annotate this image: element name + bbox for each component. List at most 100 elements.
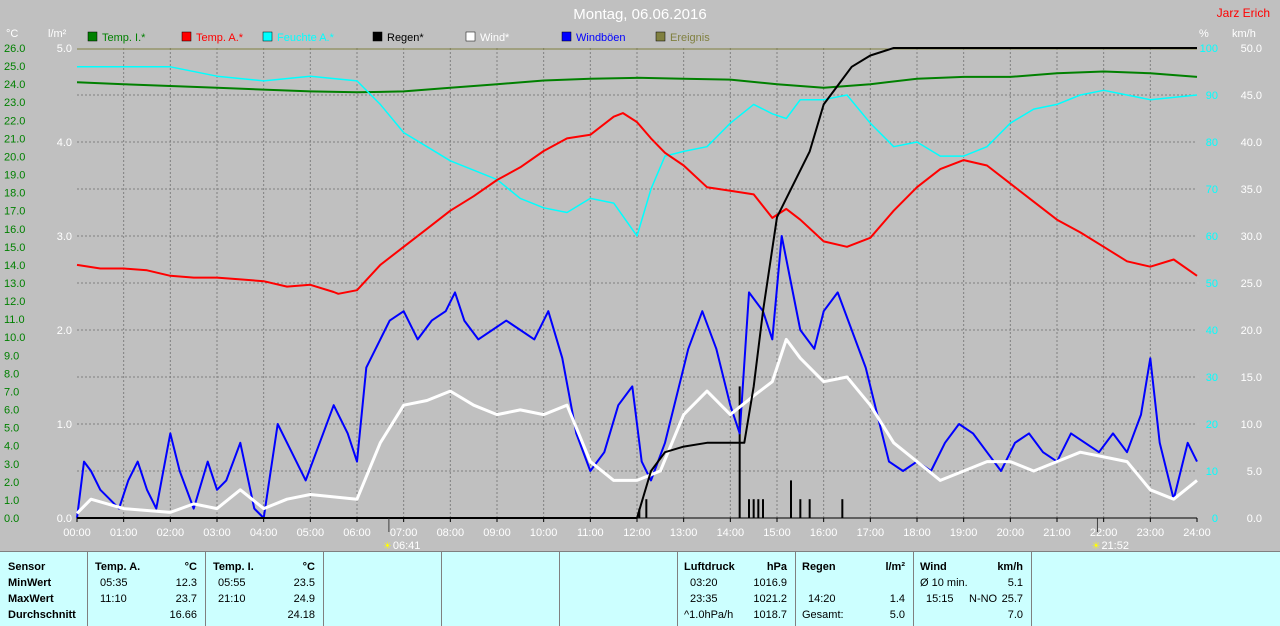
regen-max: 1.4 (889, 593, 905, 605)
humidity-tick-label: 50 (1206, 278, 1218, 290)
rain-tick-label: 5.0 (57, 43, 72, 55)
wind-unit: km/h (997, 561, 1023, 573)
temp-tick-label: 6.0 (4, 405, 19, 417)
rain-axis-unit: l/m² (48, 28, 67, 40)
temp-i-min-time: 05:55 (218, 577, 246, 589)
temp-tick-label: 8.0 (4, 368, 19, 380)
rain-bars (638, 386, 844, 518)
legend-swatch (561, 31, 572, 42)
temp-tick-label: 3.0 (4, 459, 19, 471)
series-line (76, 235, 1198, 519)
temp-tick-label: 18.0 (4, 188, 25, 200)
stats-regen: Regen l/m² 14:20 1.4 Gesamt: 5.0 (796, 552, 914, 626)
luftdruck-trend: ^1.0hPa/h (684, 609, 734, 621)
x-tick-label: 08:00 (437, 527, 465, 539)
temp-tick-label: 13.0 (4, 278, 25, 290)
stats-empty-1 (324, 552, 442, 626)
x-tick-label: 15:00 (763, 527, 791, 539)
temp-i-unit: °C (302, 561, 315, 573)
x-tick-label: 01:00 (110, 527, 138, 539)
legend-label: Ereignis (670, 32, 710, 44)
legend-label: Windböen (576, 32, 626, 44)
x-tick-label: 17:00 (857, 527, 885, 539)
temp-tick-label: 15.0 (4, 242, 25, 254)
luftdruck-max: 1021.2 (753, 593, 787, 605)
sunrise-label: 06:41 (393, 540, 421, 551)
regen-unit: l/m² (885, 561, 905, 573)
wind-current: 7.0 (1007, 609, 1023, 621)
stats-wind: Wind km/h Ø 10 min. 5.1 15:15 N-NO 25.7 … (914, 552, 1032, 626)
row-label-max: MaxWert (8, 593, 54, 605)
wind-avg: 5.1 (1007, 577, 1023, 589)
stats-luftdruck: Luftdruck hPa 03:20 1016.9 23:35 1021.2 … (678, 552, 796, 626)
rain-bar (757, 499, 760, 518)
temp-tick-label: 23.0 (4, 97, 25, 109)
rain-bar (790, 480, 792, 518)
humidity-tick-label: 100 (1200, 43, 1218, 55)
temp-tick-label: 7.0 (4, 386, 19, 398)
author-label: Jarz Erich (1216, 6, 1270, 20)
wind-tick-label: 30.0 (1241, 231, 1262, 243)
temp-tick-label: 2.0 (4, 477, 19, 489)
temp-tick-label: 11.0 (4, 314, 25, 326)
temp-i-max-time: 21:10 (218, 593, 246, 605)
x-tick-label: 02:00 (157, 527, 185, 539)
sunrise-icon: ☀ (383, 541, 392, 551)
legend-label: Temp. A.* (196, 32, 244, 44)
rain-tick-label: 2.0 (57, 325, 72, 337)
x-tick-label: 13:00 (670, 527, 698, 539)
legend-swatch (655, 31, 666, 42)
x-tick-label: 18:00 (903, 527, 931, 539)
rain-bar (808, 499, 811, 518)
regen-max-time: 14:20 (808, 593, 836, 605)
humidity-tick-label: 0 (1212, 513, 1218, 525)
humidity-tick-label: 20 (1206, 419, 1218, 431)
temp-tick-label: 21.0 (4, 133, 25, 145)
wind-tick-label: 10.0 (1241, 419, 1262, 431)
series-line (77, 66, 1198, 237)
temp-tick-label: 5.0 (4, 423, 19, 435)
rain-bar (752, 499, 755, 518)
rain-bar (738, 386, 741, 518)
temp-i-min: 23.5 (293, 577, 315, 589)
temp-i-header: Temp. I. (213, 561, 254, 573)
wind-axis-unit: km/h (1232, 28, 1256, 40)
rain-tick-label: 1.0 (57, 419, 72, 431)
temp-tick-label: 12.0 (4, 296, 25, 308)
temp-tick-label: 14.0 (4, 260, 25, 272)
legend-swatch (465, 31, 476, 42)
temp-i-avg: 24.18 (287, 609, 315, 621)
rain-bar (799, 499, 802, 518)
series-line (75, 337, 1198, 515)
humidity-tick-label: 90 (1206, 90, 1218, 102)
axes-labels: 00:00 01:00 02:00 03:00 04:00 05:00 06:00 07:00… (4, 28, 1262, 539)
wind-tick-label: 15.0 (1241, 372, 1262, 384)
legend-label: Temp. I.* (102, 32, 146, 44)
rain-tick-label: 4.0 (57, 137, 72, 149)
x-tick-label: 10:00 (530, 527, 558, 539)
legend-swatch (181, 31, 192, 42)
legend-swatch (87, 31, 98, 42)
row-label-avg: Durchschnitt (8, 609, 76, 621)
rain-bar (841, 499, 844, 518)
x-tick-label: 23:00 (1137, 527, 1165, 539)
humidity-tick-label: 40 (1206, 325, 1218, 337)
temp-tick-label: 17.0 (4, 206, 25, 218)
stats-temp-a: Temp. A. °C 05:35 12.3 11:10 23.7 16.66 (88, 552, 206, 626)
rain-bar (645, 499, 648, 518)
regen-total: 5.0 (889, 609, 905, 621)
legend-label: Wind* (480, 32, 510, 44)
row-label-min: MinWert (8, 577, 52, 589)
x-tick-label: 05:00 (297, 527, 325, 539)
temp-tick-label: 1.0 (4, 495, 19, 507)
chart-title: Montag, 06.06.2016 (573, 6, 707, 23)
temp-tick-label: 10.0 (4, 332, 25, 344)
grid (76, 48, 1198, 522)
series-lines (75, 47, 1198, 519)
wind-tick-label: 5.0 (1247, 466, 1262, 478)
wind-max-dir: N-NO (969, 593, 998, 605)
temp-tick-label: 22.0 (4, 115, 25, 127)
wind-tick-label: 45.0 (1241, 90, 1262, 102)
regen-header: Regen (802, 561, 836, 573)
x-tick-label: 04:00 (250, 527, 278, 539)
